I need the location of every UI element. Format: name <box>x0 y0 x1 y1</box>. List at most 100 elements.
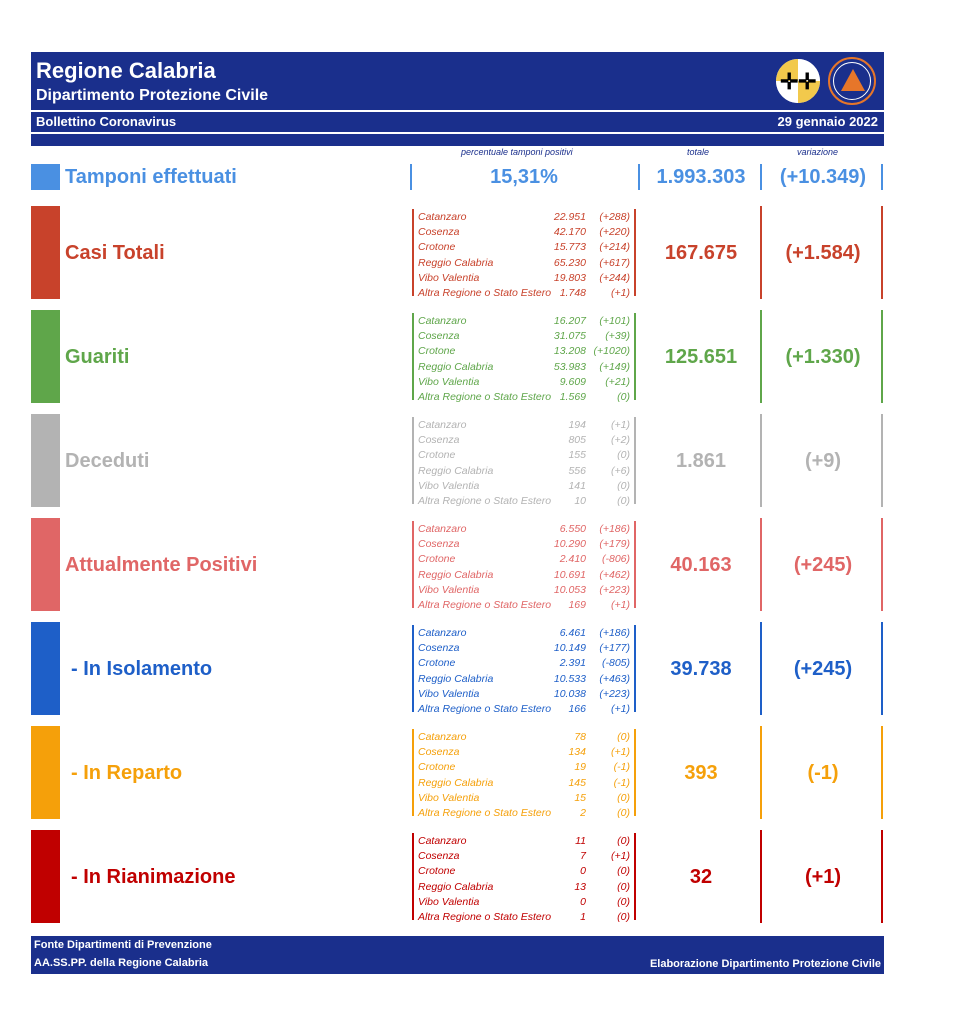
province-name: Vibo Valentia <box>418 375 480 388</box>
footer-credit: Elaborazione Dipartimento Protezione Civ… <box>649 958 881 970</box>
section-6: - In Rianimazione Catanzaro 11 (0) Cosenza 7 (… <box>31 830 884 923</box>
province-name: Catanzaro <box>418 523 467 535</box>
province-name: Vibo Valentia <box>418 271 480 284</box>
province-value: 1.748 <box>559 287 586 299</box>
section-variation: (+1.584) <box>785 242 861 264</box>
province-row: Cosenza 42.170 (+220) <box>418 226 630 241</box>
province-value: 13 <box>574 880 586 893</box>
province-value: 31.075 <box>553 330 586 343</box>
section-color-bar <box>31 726 60 819</box>
province-name: Altra Regione o Stato Estero <box>418 495 552 507</box>
province-name: Cosenza <box>418 434 460 447</box>
section-total: 32 <box>689 866 713 888</box>
province-delta: (+177) <box>599 642 630 655</box>
province-delta: (+288) <box>599 211 630 223</box>
section-total: 40.163 <box>670 554 732 576</box>
province-delta: (+223) <box>599 687 630 700</box>
logos: ✛ ✛ <box>774 57 876 105</box>
province-name: Reggio Calabria <box>418 776 494 789</box>
section-label: Attualmente Positivi <box>65 554 258 576</box>
province-value: 22.951 <box>553 211 586 223</box>
tamponi-row: Tamponi effettuati 15,31% 1.993.303 (+10… <box>31 160 884 194</box>
province-name: Cosenza <box>418 850 460 863</box>
province-value: 1 <box>580 911 586 923</box>
province-delta: (0) <box>617 479 630 492</box>
province-row: Reggio Calabria 556 (+6) <box>418 465 630 480</box>
province-name: Crotone <box>418 657 456 670</box>
province-delta: (0) <box>617 391 630 403</box>
province-name: Reggio Calabria <box>418 256 494 269</box>
province-value: 42.170 <box>553 226 586 239</box>
province-delta: (+617) <box>599 256 630 269</box>
province-delta: (0) <box>617 865 630 878</box>
page-subtitle: Dipartimento Protezione Civile <box>36 87 269 104</box>
tamponi-label: Tamponi effettuati <box>65 166 237 188</box>
province-breakdown: Catanzaro 22.951 (+288) Cosenza 42.170 (+220)… <box>412 209 636 299</box>
footer-source-line1: Fonte Dipartimenti di Prevenzione <box>34 939 212 951</box>
province-delta: (+149) <box>599 360 630 373</box>
protezione-civile-logo-icon <box>828 57 876 105</box>
section-4: - In Isolamento Catanzaro 6.461 (+186) Cosen… <box>31 622 884 715</box>
province-delta: (+1020) <box>593 345 630 358</box>
province-delta: (-805) <box>601 657 630 670</box>
province-row: Cosenza 10.290 (+179) <box>418 538 630 553</box>
bulletin-date: 29 gennaio 2022 <box>777 114 878 129</box>
province-name: Catanzaro <box>418 315 467 327</box>
province-row: Altra Regione o Stato Estero 1 (0) <box>418 911 630 926</box>
section-total: 1.861 <box>675 450 727 472</box>
section-variation: (+1.330) <box>785 346 861 368</box>
province-delta: (-1) <box>613 761 630 774</box>
province-delta: (+21) <box>605 375 630 388</box>
province-value: 141 <box>568 479 586 492</box>
province-breakdown: Catanzaro 78 (0) Cosenza 134 (+1) Crotone 19 (-1… <box>412 729 636 819</box>
province-delta: (+214) <box>599 241 630 254</box>
section-label: - In Reparto <box>71 762 183 784</box>
province-name: Catanzaro <box>418 211 467 223</box>
province-value: 10.691 <box>553 568 586 581</box>
section-label: - In Rianimazione <box>71 866 236 888</box>
section-0: Casi Totali Catanzaro 22.951 (+288) Cosenza 4… <box>31 206 884 299</box>
province-row: Cosenza 31.075 (+39) <box>418 330 630 345</box>
province-row: Altra Regione o Stato Estero 1.569 (0) <box>418 391 630 406</box>
province-value: 0 <box>580 865 586 878</box>
province-row: Vibo Valentia 19.803 (+244) <box>418 272 630 287</box>
province-row: Crotone 2.391 (-805) <box>418 657 630 672</box>
province-row: Cosenza 7 (+1) <box>418 850 630 865</box>
province-delta: (+6) <box>611 464 630 477</box>
province-value: 145 <box>568 776 586 789</box>
province-delta: (+2) <box>611 434 630 447</box>
header-bar: Regione Calabria Dipartimento Protezione… <box>31 52 884 110</box>
province-row: Vibo Valentia 141 (0) <box>418 480 630 495</box>
bulletin-bar: Bollettino Coronavirus 29 gennaio 2022 <box>31 112 884 132</box>
province-row: Crotone 155 (0) <box>418 449 630 464</box>
province-delta: (0) <box>617 911 630 923</box>
tamponi-color-square <box>31 164 60 190</box>
section-color-bar <box>31 830 60 923</box>
province-value: 16.207 <box>553 315 586 327</box>
section-total: 167.675 <box>664 242 738 264</box>
province-row: Altra Regione o Stato Estero 169 (+1) <box>418 599 630 614</box>
province-delta: (0) <box>617 495 630 507</box>
province-delta: (+39) <box>605 330 630 343</box>
province-delta: (+1) <box>611 599 630 611</box>
province-name: Crotone <box>418 865 456 878</box>
province-value: 0 <box>580 895 586 908</box>
province-value: 2.391 <box>559 657 586 670</box>
province-name: Catanzaro <box>418 835 467 847</box>
province-delta: (-806) <box>601 553 630 566</box>
province-row: Reggio Calabria 10.533 (+463) <box>418 673 630 688</box>
section-label: Deceduti <box>65 450 150 472</box>
province-row: Cosenza 10.149 (+177) <box>418 642 630 657</box>
province-delta: (+244) <box>599 271 630 284</box>
section-variation: (-1) <box>807 762 839 784</box>
province-value: 53.983 <box>553 360 586 373</box>
province-value: 2 <box>580 807 586 819</box>
province-value: 15.773 <box>553 241 586 254</box>
section-variation: (+9) <box>804 450 842 472</box>
province-row: Catanzaro 11 (0) <box>418 835 630 850</box>
province-value: 6.461 <box>559 627 586 639</box>
province-delta: (+1) <box>611 746 630 759</box>
province-row: Vibo Valentia 10.053 (+223) <box>418 584 630 599</box>
page-title: Regione Calabria <box>36 58 216 83</box>
province-name: Cosenza <box>418 642 460 655</box>
